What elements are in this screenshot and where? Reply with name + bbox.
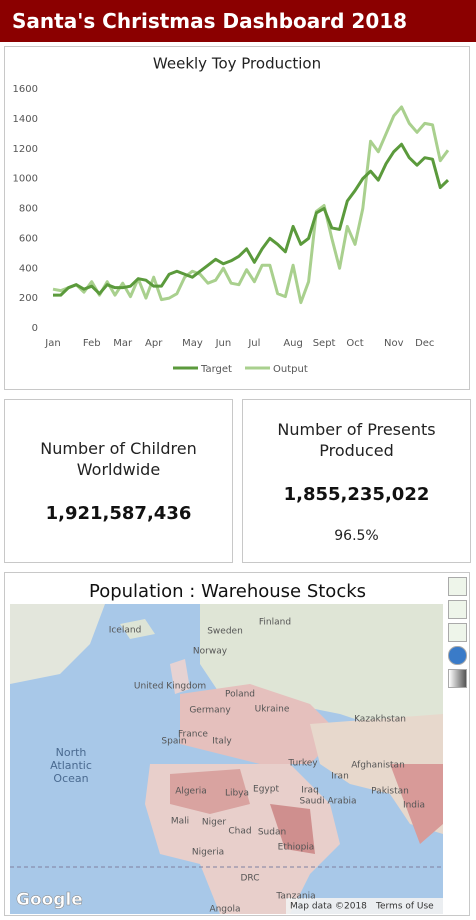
x-tick-label: Nov — [384, 338, 404, 349]
legend-button[interactable] — [448, 669, 467, 688]
y-tick-label: 1200 — [13, 144, 38, 155]
map-label: Algeria — [175, 787, 207, 797]
x-tick-label: Aug — [283, 338, 303, 349]
map-label: Ukraine — [255, 705, 290, 715]
map-label-line: North — [56, 746, 87, 759]
map-label: Egypt — [253, 785, 279, 795]
land — [170, 769, 250, 814]
map-label: Iceland — [109, 626, 142, 636]
land — [170, 659, 190, 694]
card: Number of Children Worldwide 1,921,587,4… — [4, 399, 233, 563]
x-tick-label: Dec — [415, 338, 434, 349]
map-logo: Google — [16, 890, 83, 910]
y-tick-label: 400 — [19, 263, 38, 274]
map-label: Saudi Arabia — [299, 797, 356, 807]
map-label: Spain — [161, 737, 186, 747]
y-tick-label: 800 — [19, 204, 38, 215]
map-label: Sweden — [207, 627, 243, 637]
map-label: Ethiopia — [278, 843, 315, 853]
map-label: Angola — [209, 905, 240, 915]
map-label: Norway — [193, 647, 228, 657]
map-label: Sudan — [258, 828, 286, 838]
x-tick-label: Jan — [44, 338, 60, 349]
map-title: Population : Warehouse Stocks — [88, 581, 367, 602]
attribution-bar — [286, 898, 443, 914]
x-tick-label: May — [182, 338, 203, 349]
map-attribution: Map data ©2018 — [290, 902, 367, 912]
map-label: Iraq — [301, 786, 319, 796]
map-label-line: Ocean — [53, 772, 88, 785]
land — [120, 619, 155, 639]
map-label: Niger — [202, 818, 226, 828]
map-terms: Terms of Use — [375, 902, 434, 912]
map-label: Turkey — [287, 759, 318, 769]
card-title: Number of Children Worldwide — [40, 439, 197, 479]
land — [10, 604, 105, 684]
map-label: India — [403, 801, 425, 811]
map-panel: Population : Warehouse Stocks Iceland Swe… — [4, 572, 470, 916]
map-label: Germany — [189, 706, 231, 716]
card: Number of Presents Produced 1,855,235,02… — [242, 399, 471, 563]
x-tick-label: Sept — [313, 338, 336, 349]
map-label: United Kingdom — [134, 682, 206, 692]
map-label: Afghanistan — [351, 761, 405, 771]
card-percent: 96.5% — [334, 528, 379, 544]
map-label: Tanzania — [275, 892, 315, 902]
land — [180, 684, 340, 764]
map-label: Pakistan — [371, 787, 409, 797]
header-title: Santa's Christmas Dashboard 2018 — [12, 9, 408, 33]
chart-title: Weekly Toy Production — [153, 55, 321, 73]
zoom-out-button[interactable] — [448, 600, 467, 619]
land — [270, 804, 315, 854]
map-label: Iran — [331, 772, 349, 782]
map-label: Mali — [171, 817, 189, 827]
y-tick-label: 1600 — [13, 84, 38, 95]
map-label: Poland — [225, 690, 255, 700]
x-tick-label: Oct — [346, 338, 363, 349]
land — [390, 764, 443, 844]
x-tick-label: Apr — [145, 338, 163, 349]
y-tick-label: 1000 — [13, 174, 38, 185]
x-tick-label: Jul — [247, 338, 260, 349]
y-tick-label: 600 — [19, 233, 38, 244]
y-tick-label: 0 — [32, 323, 38, 334]
map-label: France — [178, 730, 208, 740]
y-tick-label: 1400 — [13, 114, 38, 125]
header: Santa's Christmas Dashboard 2018 — [0, 0, 476, 42]
map-label: DRC — [240, 874, 259, 884]
map-label: Nigeria — [192, 848, 224, 858]
x-tick-label: Mar — [113, 338, 133, 349]
legend-label: Output — [273, 364, 308, 375]
zoom-fit-button[interactable] — [448, 623, 467, 642]
line-series — [52, 105, 450, 305]
y-tick-label: 200 — [19, 293, 38, 304]
x-tick-label: Feb — [83, 338, 101, 349]
map-label-line: Atlantic — [50, 759, 92, 772]
map-label: Chad — [228, 827, 251, 837]
map-label: Italy — [212, 737, 232, 747]
map-label: Finland — [259, 618, 291, 628]
map-label: Libya — [225, 789, 249, 799]
legend-label: Target — [200, 364, 232, 375]
x-tick-label: Jun — [215, 338, 232, 349]
card-value: 1,855,235,022 — [283, 484, 430, 505]
chart: Weekly Toy Production 0 200 400 600 800 1000 1… — [13, 55, 450, 375]
map-tools — [448, 577, 467, 688]
line-series — [53, 142, 450, 297]
zoom-in-button[interactable] — [448, 577, 467, 596]
card-value: 1,921,587,436 — [45, 503, 192, 524]
map-style-button[interactable] — [448, 646, 467, 665]
chart-panel: Weekly Toy Production 0 200 400 600 800 1000 1… — [4, 46, 470, 390]
map-label: Kazakhstan — [354, 715, 406, 725]
card-title: Number of Presents Produced — [277, 420, 436, 460]
map: Iceland Sweden Finland Norway United Kingdom… — [10, 604, 443, 914]
